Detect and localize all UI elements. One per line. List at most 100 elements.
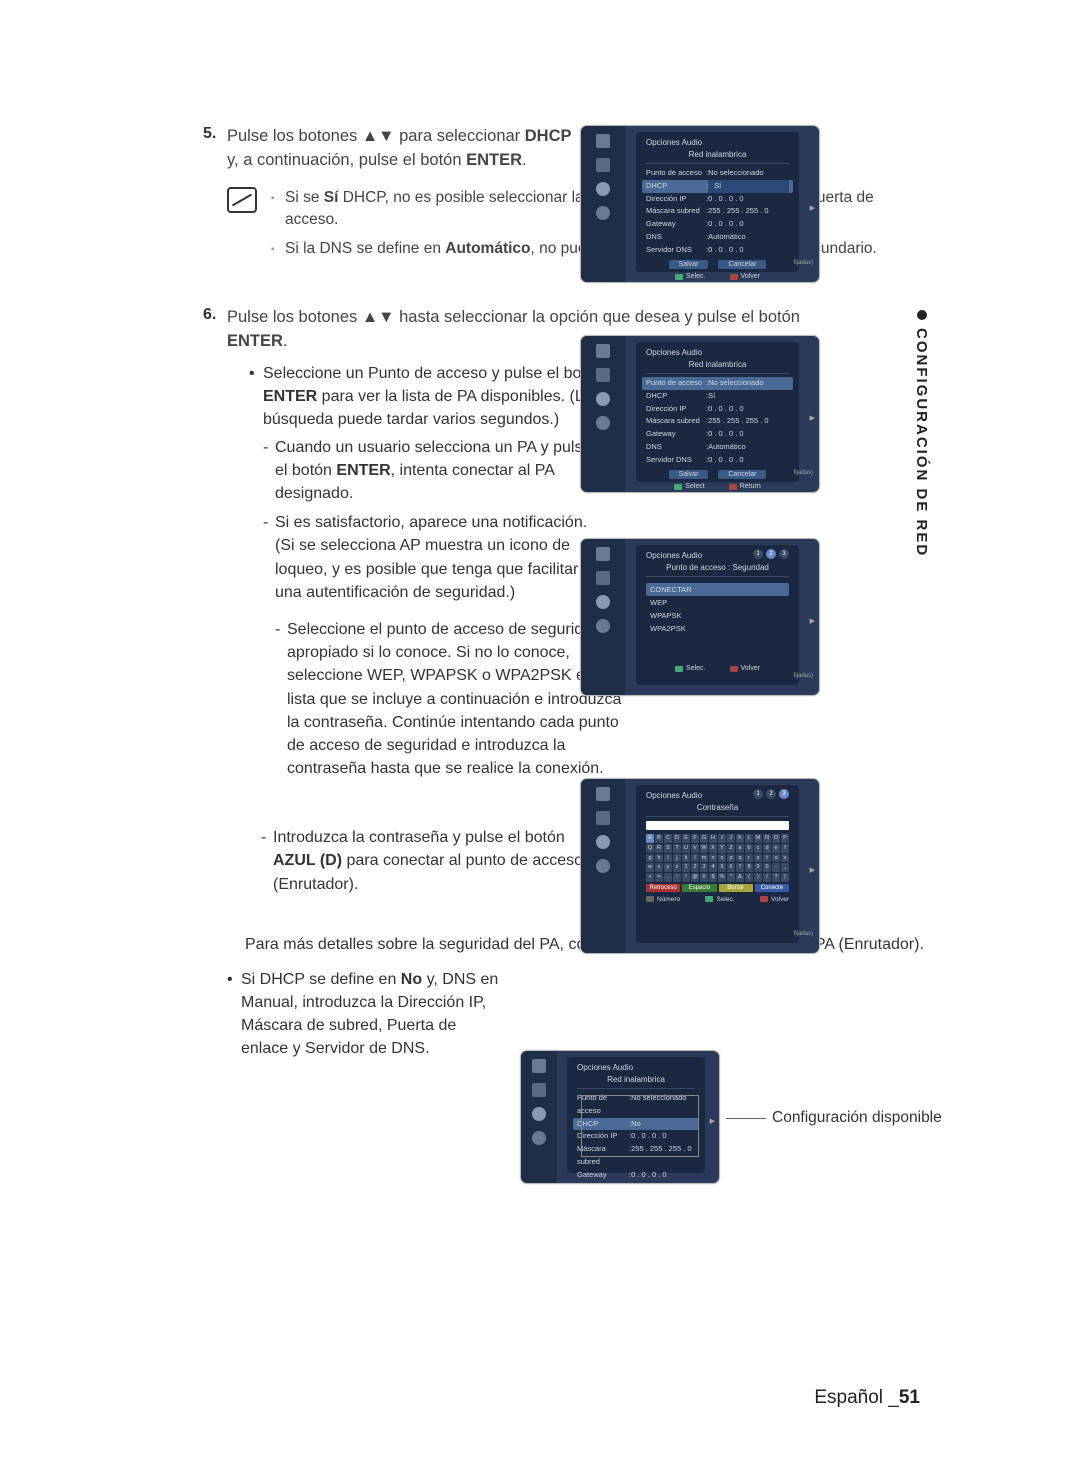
- key: E: [682, 834, 690, 843]
- key: ?: [772, 873, 780, 882]
- video-icon: [596, 571, 610, 585]
- password-input: [646, 821, 789, 830]
- music-icon: [596, 344, 610, 358]
- key: @: [691, 873, 699, 882]
- key: k: [682, 854, 690, 863]
- shot4-sub: Contraseña: [646, 803, 789, 812]
- arrow-icon: ▶: [710, 1117, 715, 1125]
- key: %: [718, 873, 726, 882]
- key: I: [718, 834, 726, 843]
- video-icon: [596, 158, 610, 172]
- shot3-sub: Punto de acceso : Seguridad: [646, 563, 789, 572]
- step-6-block-b: Seleccione el punto de acceso de segurid…: [275, 618, 625, 780]
- security-list: CONECTAR WEP WPAPSK WPA2PSK: [646, 583, 789, 635]
- arrow-icon: ▶: [810, 204, 815, 212]
- gear-icon: [532, 1131, 546, 1145]
- key: T: [673, 844, 681, 853]
- dash-1: Cuando un usuario selecciona un PA y pul…: [263, 436, 604, 506]
- key: -: [772, 863, 780, 872]
- key: n: [709, 854, 717, 863]
- step-6-num: 6.: [203, 306, 216, 324]
- key: P: [781, 834, 789, 843]
- key: u: [772, 854, 780, 863]
- shot-sidebar: [581, 336, 625, 492]
- shot1-sub: Red inalambrica: [646, 150, 789, 159]
- key: h: [655, 854, 663, 863]
- screenshot-5: ▶ Opciones Audio Red inalambrica Punto d…: [520, 1050, 720, 1184]
- key: r: [745, 854, 753, 863]
- key: f: [781, 844, 789, 853]
- key: m: [700, 854, 708, 863]
- key: &: [736, 873, 744, 882]
- dash-4: Introduzca la contraseña y pulse el botó…: [261, 826, 611, 896]
- key: J: [727, 834, 735, 843]
- key: F: [691, 834, 699, 843]
- globe-icon: [596, 835, 610, 849]
- key: i: [664, 854, 672, 863]
- screenshot-4: ▶ Opciones Audio Contraseña 123 ABCDEFGH…: [580, 778, 820, 954]
- dash-3: Seleccione el punto de acceso de segurid…: [275, 618, 625, 780]
- step-5-notes: Si se Sí DHCP, no es posible seleccionar…: [227, 187, 930, 266]
- key: l: [691, 854, 699, 863]
- key: 2: [691, 863, 699, 872]
- shot2-panel: Opciones Audio Red inalambrica Punto de …: [636, 342, 799, 482]
- key: 8: [745, 863, 753, 872]
- globe-icon: [596, 595, 610, 609]
- screenshot-3: ▶ Opciones Audio Punto de acceso : Segur…: [580, 538, 820, 696]
- key: C: [664, 834, 672, 843]
- step-indicator: 123: [753, 549, 789, 559]
- key: 0: [763, 863, 771, 872]
- key: L: [745, 834, 753, 843]
- key: !: [682, 873, 690, 882]
- key: x: [655, 863, 663, 872]
- key: A: [646, 834, 654, 843]
- key: G: [700, 834, 708, 843]
- shot2-pa-row: Punto de acceso:No seleccionado: [642, 377, 793, 390]
- shot-sidebar: [581, 779, 625, 953]
- arrow-icon: ▶: [810, 414, 815, 422]
- key: 3: [700, 863, 708, 872]
- key: Z: [727, 844, 735, 853]
- key: B: [655, 834, 663, 843]
- step-6-block-a: Seleccione un Punto de acceso y pulse el…: [249, 362, 604, 604]
- globe-icon: [596, 182, 610, 196]
- globe-icon: [532, 1107, 546, 1121]
- key: z: [673, 863, 681, 872]
- key: d: [763, 844, 771, 853]
- step-6: 6. Pulse los botones ▲▼ hasta selecciona…: [205, 306, 930, 896]
- key: o: [718, 854, 726, 863]
- screenshot-2: ▶ Opciones Audio Red inalambrica Punto d…: [580, 335, 820, 493]
- key: 7: [736, 863, 744, 872]
- arrow-icon: ▶: [810, 866, 815, 874]
- step-6-block-d: Introduzca la contraseña y pulse el botó…: [261, 826, 611, 896]
- key: X: [709, 844, 717, 853]
- step-6-block-e: Si DHCP se define en No y, DNS en Manual…: [227, 968, 507, 1061]
- key: M: [754, 834, 762, 843]
- callout-line: [726, 1118, 766, 1119]
- key: ): [754, 873, 762, 882]
- config-box-overlay: [581, 1095, 699, 1157]
- key: e: [772, 844, 780, 853]
- music-icon: [596, 547, 610, 561]
- gear-icon: [596, 619, 610, 633]
- step-5-text: Pulse los botones ▲▼ para seleccionar DH…: [227, 125, 577, 173]
- key: ^: [727, 873, 735, 882]
- key: K: [736, 834, 744, 843]
- key: 9: [754, 863, 762, 872]
- music-icon: [532, 1059, 546, 1073]
- key: V: [691, 844, 699, 853]
- key: 1: [682, 863, 690, 872]
- key: j: [673, 854, 681, 863]
- key: +: [646, 873, 654, 882]
- step-5: 5. Pulse los botones ▲▼ para seleccionar…: [205, 125, 930, 266]
- page-footer: Español _51: [814, 1387, 920, 1409]
- key: /: [763, 873, 771, 882]
- key: R: [655, 844, 663, 853]
- bullet-ap-select: Seleccione un Punto de acceso y pulse el…: [249, 362, 604, 604]
- key: Q: [646, 844, 654, 853]
- shot1-dhcp-row: DHCP:Sí: [642, 180, 793, 193]
- key: a: [736, 844, 744, 853]
- key: q: [736, 854, 744, 863]
- key: w: [646, 863, 654, 872]
- key: O: [772, 834, 780, 843]
